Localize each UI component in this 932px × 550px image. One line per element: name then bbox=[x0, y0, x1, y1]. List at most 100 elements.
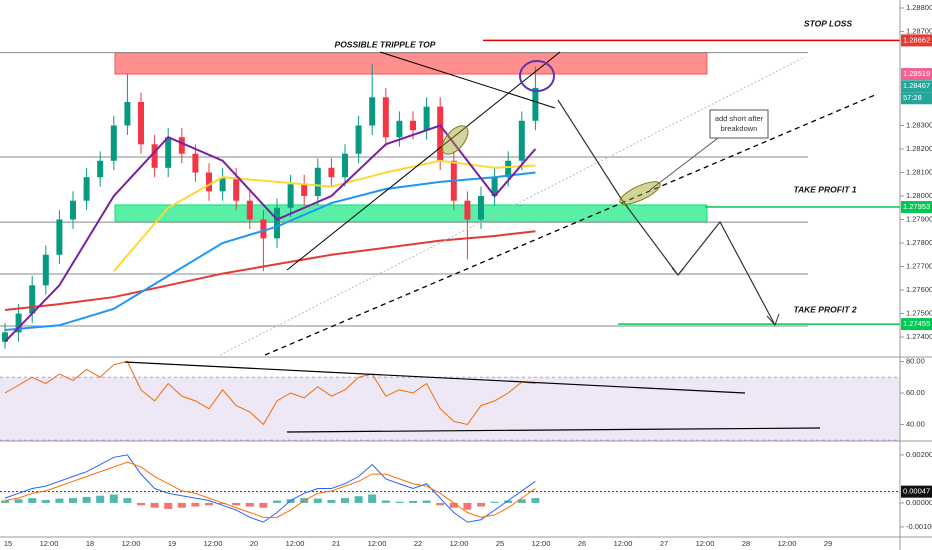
candle-body bbox=[328, 167, 335, 178]
candle-body bbox=[260, 219, 267, 239]
candle-body bbox=[464, 200, 471, 220]
y-tick-label: 1.27600 bbox=[906, 285, 932, 294]
callout-text: add short after bbox=[715, 114, 764, 123]
histogram-bar bbox=[109, 494, 118, 503]
histogram-bar bbox=[150, 502, 159, 508]
x-tick-label: 12:00 bbox=[778, 539, 797, 548]
x-tick-label: 12:00 bbox=[368, 539, 387, 548]
y-tick-label: 1.28800 bbox=[906, 3, 932, 12]
y-tick-label: 1.28700 bbox=[906, 26, 932, 35]
x-tick-label: 26 bbox=[578, 539, 586, 548]
candle-body bbox=[342, 153, 348, 178]
price-label: 1.27455 bbox=[903, 319, 930, 328]
x-tick-label: 12:00 bbox=[696, 539, 715, 548]
histogram-bar bbox=[409, 501, 417, 503]
histogram-bar bbox=[504, 500, 513, 503]
candle-body bbox=[83, 177, 90, 201]
candle-body bbox=[437, 106, 444, 161]
histogram-bar bbox=[477, 502, 485, 507]
price-label: 57:28 bbox=[903, 93, 922, 102]
candle-body bbox=[396, 120, 403, 138]
histogram-bar bbox=[449, 502, 458, 508]
histogram-bar bbox=[436, 502, 445, 506]
histogram-bar bbox=[14, 499, 23, 503]
price-label: 1.28519 bbox=[903, 69, 930, 78]
trend-line bbox=[286, 51, 561, 271]
x-tick-label: 20 bbox=[250, 539, 258, 548]
histogram-bar bbox=[463, 502, 472, 510]
histogram-bar bbox=[422, 500, 431, 503]
highlight-circle bbox=[519, 60, 555, 92]
rsi-band bbox=[0, 377, 900, 441]
annotation: STOP LOSS bbox=[804, 18, 853, 28]
y-tick-label: 40.00 bbox=[906, 419, 925, 428]
y-tick-label: 1.27500 bbox=[906, 309, 932, 318]
y-tick-label: 1.27400 bbox=[906, 332, 932, 341]
histogram-bar bbox=[69, 498, 77, 503]
y-tick-label: 1.28200 bbox=[906, 144, 932, 153]
x-tick-label: 19 bbox=[168, 539, 176, 548]
histogram-bar bbox=[96, 495, 105, 503]
x-tick-label: 22 bbox=[414, 539, 422, 548]
zone bbox=[114, 204, 708, 223]
candle-body bbox=[219, 177, 226, 192]
histogram-bar bbox=[341, 498, 349, 503]
callout-pointer bbox=[649, 137, 719, 191]
histogram-bar bbox=[259, 502, 268, 508]
x-tick-label: 12:00 bbox=[122, 539, 141, 548]
candle-body bbox=[532, 87, 539, 121]
annotation: POSSIBLE TRIPPLE TOP bbox=[335, 39, 436, 49]
x-tick-label: 18 bbox=[86, 539, 94, 548]
histogram-bar bbox=[164, 502, 173, 509]
candle-body bbox=[56, 219, 63, 255]
histogram-bar bbox=[273, 500, 281, 503]
price-label: 1.28662 bbox=[903, 35, 930, 44]
current-label-bg bbox=[901, 485, 932, 498]
y-tick-label: 1.27800 bbox=[906, 238, 932, 247]
histogram-bar bbox=[232, 502, 241, 506]
x-tick-label: 29 bbox=[824, 539, 832, 548]
x-tick-label: 15 bbox=[4, 539, 12, 548]
candle-body bbox=[518, 120, 525, 161]
candle-body bbox=[382, 97, 389, 138]
candle-body bbox=[138, 102, 144, 145]
histogram-bar bbox=[517, 499, 526, 503]
moving-average bbox=[113, 159, 536, 272]
candle-body bbox=[2, 332, 8, 342]
histogram-bar bbox=[313, 498, 322, 503]
histogram-bar bbox=[123, 498, 132, 503]
y-tick-label: 1.28100 bbox=[906, 167, 932, 176]
histogram-bar bbox=[82, 496, 91, 503]
callout-text: breakdown bbox=[721, 124, 758, 133]
candle-body bbox=[287, 184, 294, 208]
x-tick-label: 28 bbox=[742, 539, 750, 548]
histogram-bar bbox=[368, 494, 377, 503]
trend-line bbox=[264, 94, 876, 356]
candle-body bbox=[355, 125, 362, 154]
histogram-bar bbox=[1, 500, 9, 503]
x-tick-label: 12:00 bbox=[450, 539, 469, 548]
panel-backgrounds bbox=[0, 376, 900, 441]
candle-body bbox=[29, 285, 36, 314]
histogram-bar bbox=[28, 498, 37, 503]
price-label-bg bbox=[901, 201, 932, 214]
candle-body bbox=[110, 125, 117, 161]
candle-body bbox=[206, 172, 212, 192]
candle-body bbox=[233, 177, 240, 201]
underlay bbox=[0, 39, 900, 493]
axes: 1.28800 1.28700 1.28300 1.28200 1.28100 1.280… bbox=[4, 3, 932, 548]
x-tick-label: 27 bbox=[660, 539, 668, 548]
candle-body bbox=[301, 184, 308, 197]
x-tick-label: 25 bbox=[496, 539, 504, 548]
price-label-bg bbox=[901, 318, 932, 331]
candle-body bbox=[165, 137, 172, 168]
candle-body bbox=[15, 313, 22, 333]
x-tick-label: 12:00 bbox=[286, 539, 305, 548]
candle-body bbox=[369, 97, 376, 126]
price-label-bg bbox=[901, 68, 932, 81]
trend-line bbox=[379, 51, 556, 109]
highlight-ellipse bbox=[441, 125, 469, 155]
histogram-bar bbox=[354, 496, 363, 503]
